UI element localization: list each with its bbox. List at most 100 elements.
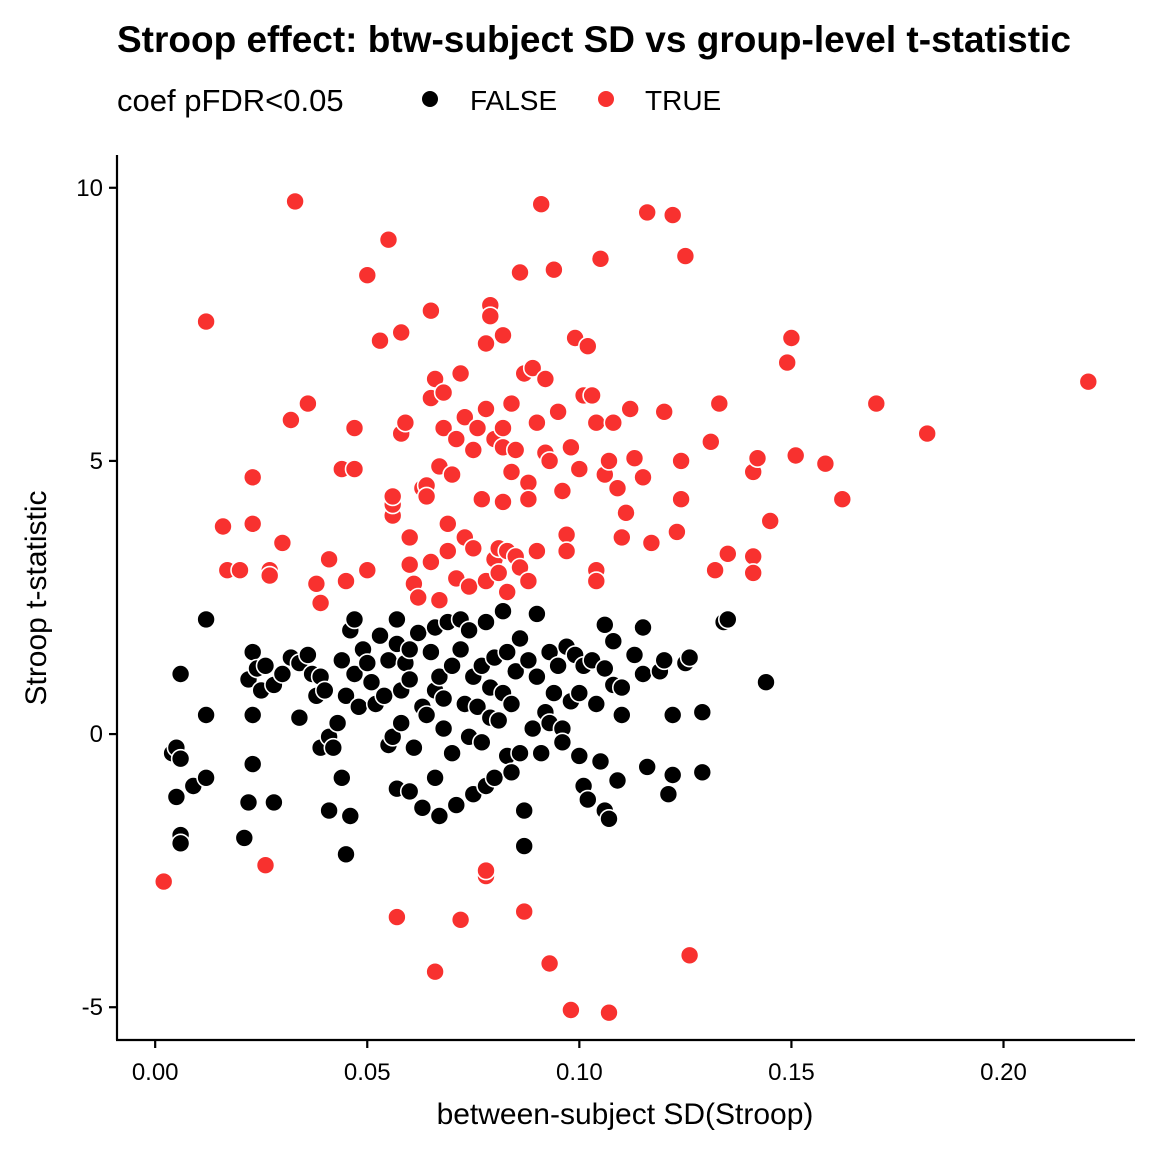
- data-point-false: [471, 732, 492, 753]
- data-point-true: [213, 516, 233, 537]
- data-point-false: [340, 806, 361, 826]
- data-point-false: [446, 795, 467, 815]
- data-point-false: [289, 707, 310, 728]
- data-point-true: [552, 481, 573, 501]
- y-tick-label: 5: [90, 448, 103, 475]
- data-point-true: [815, 453, 836, 474]
- data-point-true: [569, 459, 590, 479]
- data-point-false: [327, 713, 348, 733]
- data-point-true: [531, 194, 552, 214]
- data-point-true: [527, 541, 547, 561]
- data-point-true: [832, 489, 853, 510]
- data-point-false: [170, 748, 191, 769]
- data-point-false: [586, 694, 607, 714]
- data-point-false: [242, 754, 263, 774]
- data-point-false: [399, 639, 420, 660]
- data-point-true: [501, 393, 522, 414]
- data-point-true: [539, 953, 560, 974]
- data-point-false: [484, 767, 505, 788]
- data-point-false: [196, 705, 216, 725]
- data-point-true: [387, 907, 407, 927]
- data-point-false: [166, 787, 187, 807]
- data-point-false: [527, 604, 547, 624]
- data-point-true: [637, 202, 658, 223]
- data-point-false: [425, 767, 445, 788]
- data-point-false: [242, 642, 263, 662]
- data-point-false: [412, 797, 433, 818]
- data-point-true: [760, 511, 781, 531]
- data-point-false: [336, 685, 356, 706]
- data-point-true: [476, 399, 496, 419]
- data-point-false: [611, 705, 632, 725]
- data-point-false: [459, 620, 479, 641]
- data-point-true: [781, 328, 802, 348]
- data-point-false: [692, 762, 713, 783]
- data-point-true: [446, 429, 467, 449]
- data-point-true: [416, 486, 437, 507]
- data-point-true: [747, 448, 768, 469]
- data-point-true: [527, 412, 547, 433]
- data-point-true: [319, 549, 339, 570]
- data-point-true: [196, 311, 216, 332]
- legend: coef pFDR<0.05 FALSE TRUE: [117, 83, 721, 118]
- data-point-true: [399, 554, 420, 575]
- data-point-false: [624, 645, 645, 665]
- data-point-false: [497, 642, 518, 662]
- data-points: [153, 191, 1099, 1023]
- data-point-false: [501, 762, 522, 783]
- data-point-false: [378, 650, 399, 671]
- data-point-false: [493, 601, 513, 622]
- legend-key-true: [598, 91, 614, 107]
- data-point-true: [493, 325, 513, 346]
- data-point-false: [331, 767, 352, 788]
- data-point-false: [607, 770, 628, 791]
- data-point-true: [1078, 371, 1099, 392]
- data-point-false: [238, 792, 259, 813]
- data-point-true: [425, 961, 445, 982]
- data-point-false: [594, 614, 615, 635]
- data-point-false: [514, 836, 535, 856]
- data-point-false: [518, 650, 539, 671]
- data-point-true: [433, 418, 454, 438]
- data-point-true: [654, 401, 675, 422]
- data-point-true: [717, 543, 738, 564]
- data-point-false: [234, 828, 255, 848]
- data-point-false: [264, 792, 284, 813]
- chart-title: Stroop effect: btw-subject SD vs group-l…: [117, 19, 1071, 60]
- data-point-false: [633, 617, 653, 638]
- data-point-true: [497, 582, 518, 602]
- data-point-false: [429, 666, 450, 687]
- data-point-false: [344, 664, 365, 684]
- data-point-true: [395, 412, 416, 433]
- data-point-false: [590, 751, 611, 772]
- data-point-true: [408, 587, 429, 608]
- data-point-true: [442, 464, 462, 485]
- data-point-false: [548, 655, 568, 676]
- data-point-true: [344, 459, 365, 479]
- data-point-true: [429, 590, 450, 611]
- data-point-true: [450, 909, 471, 930]
- data-point-false: [399, 781, 420, 802]
- data-point-true: [501, 462, 522, 482]
- data-point-false: [344, 609, 365, 630]
- data-point-false: [531, 743, 552, 764]
- data-point-true: [463, 440, 484, 460]
- data-point-true: [272, 533, 293, 553]
- data-point-false: [319, 800, 339, 821]
- data-point-true: [471, 489, 492, 510]
- data-point-false: [611, 677, 632, 698]
- x-axis-ticks: 0.00 0.05 0.10 0.15 0.20: [132, 1040, 1027, 1086]
- data-point-true: [518, 489, 539, 510]
- data-point-false: [255, 655, 276, 676]
- data-point-false: [323, 737, 344, 758]
- data-point-true: [561, 437, 581, 458]
- data-point-true: [624, 448, 645, 469]
- data-point-true: [433, 382, 454, 403]
- data-point-true: [493, 492, 513, 512]
- data-point-true: [607, 478, 628, 499]
- data-point-false: [298, 645, 318, 665]
- data-point-false: [416, 705, 437, 725]
- data-point-true: [662, 205, 683, 225]
- data-point-true: [599, 1002, 619, 1023]
- x-axis-title: between-subject SD(Stroop): [437, 1098, 814, 1131]
